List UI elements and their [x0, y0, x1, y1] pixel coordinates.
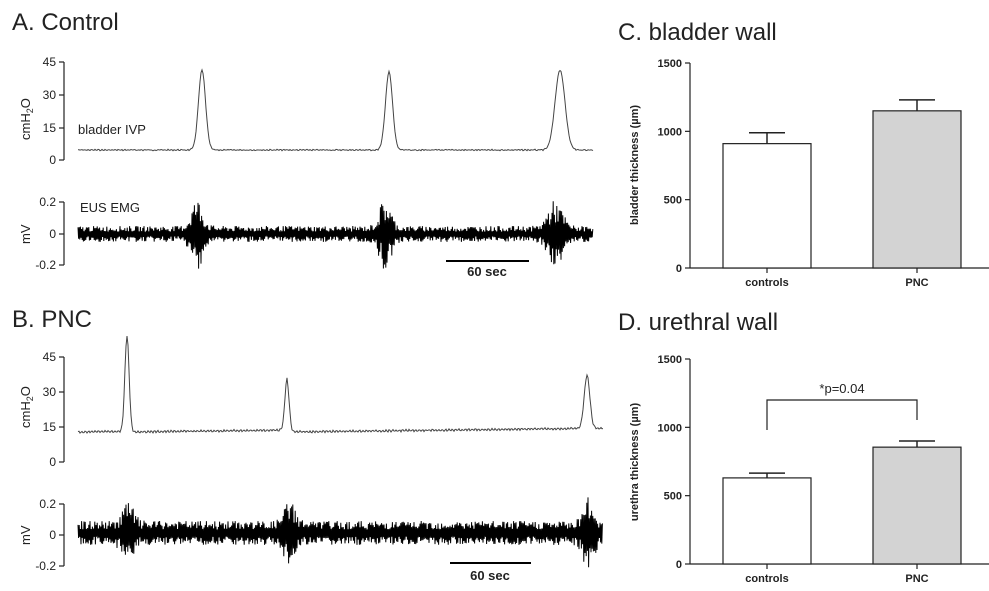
panel-d-ytick-label-0: 0: [676, 559, 682, 571]
panel-c-ytick-label-1000: 1000: [658, 126, 682, 138]
panel-a-ivp-ylabel: cmH2O: [18, 98, 35, 140]
panel-a-emg-trace-label: EUS EMG: [80, 200, 140, 215]
panel-a-emg-trace: [77, 201, 594, 269]
panel-a-emg-ylabel: mV: [18, 224, 33, 244]
panel-c-bar-controls: [722, 143, 812, 269]
panel-a-ivp-trace: [78, 68, 594, 152]
panel-b-emg-axis: 0.2 0 -0.2 mV: [18, 497, 65, 573]
panel-b-emg-tick-0: 0: [49, 528, 56, 542]
panel-a-ivp-tick-15: 15: [43, 121, 57, 135]
panel-b-emg-tick-neg0.2: -0.2: [35, 559, 56, 573]
panel-b-emg-trace: [77, 497, 603, 568]
panel-d-significance-label: *p=0.04: [819, 381, 864, 396]
panel-a-ivp-tick-30: 30: [43, 88, 57, 102]
panel-a: A. Control 45 30 15 0 cmH2O bladder IVP …: [12, 9, 594, 279]
panel-d-bar-PNC: [872, 446, 962, 565]
panel-a-emg-tick-neg0.2: -0.2: [35, 258, 56, 272]
panel-c-bar-PNC: [872, 110, 962, 269]
panel-d-significance-bracket: [766, 399, 918, 430]
panel-a-ivp-trace-label: bladder IVP: [78, 122, 146, 137]
panel-d-bar-controls: [722, 477, 812, 565]
panel-b-emg-ylabel: mV: [18, 525, 33, 545]
panel-a-scale-label: 60 sec: [467, 264, 507, 279]
panel-a-emg-tick-0.2: 0.2: [39, 195, 56, 209]
panel-a-emg-axis: 0.2 0 -0.2 mV: [18, 195, 65, 272]
panel-b-ivp-tick-0: 0: [49, 455, 56, 469]
panel-c-ytick-label-0: 0: [676, 263, 682, 275]
panel-c-chart: C. bladder wall bladder thickness (µm) 0…: [618, 19, 989, 289]
panel-b-ivp-tick-15: 15: [43, 420, 57, 434]
panel-b: B. PNC 45 30 15 0 cmH2O 0.2 0 -0.2 mV 60: [12, 306, 604, 583]
panel-d-ytick-label-1500: 1500: [658, 354, 682, 366]
panel-d-title: D. urethral wall: [618, 309, 778, 336]
panel-d-ytick-label-1000: 1000: [658, 422, 682, 434]
panel-b-ivp-axis: 45 30 15 0 cmH2O: [18, 350, 65, 469]
panel-a-ivp-axis: 45 30 15 0 cmH2O: [18, 55, 65, 167]
panel-c-ylabel: bladder thickness (µm): [629, 105, 641, 225]
panel-d-xtick-label-controls: controls: [745, 573, 788, 585]
panel-b-scale-label: 60 sec: [470, 568, 510, 583]
panel-a-ivp-tick-0: 0: [49, 153, 56, 167]
panel-b-ivp-ylabel: cmH2O: [18, 386, 35, 428]
panel-d-xtick-label-PNC: PNC: [905, 573, 928, 585]
panel-c-ytick-label-500: 500: [664, 195, 682, 207]
panel-b-ivp-tick-45: 45: [43, 350, 57, 364]
panel-c-xtick-label-PNC: PNC: [905, 277, 928, 289]
panel-c-xtick-label-controls: controls: [745, 277, 788, 289]
panel-a-title: A. Control: [12, 9, 119, 36]
panel-b-ivp-trace: [77, 335, 604, 434]
panel-d-ylabel: urethra thickness (µm): [629, 403, 641, 522]
panel-b-emg-tick-0.2: 0.2: [39, 497, 56, 511]
panel-b-ivp-tick-30: 30: [43, 385, 57, 399]
panel-c-ytick-label-1500: 1500: [658, 58, 682, 70]
panel-c-title: C. bladder wall: [618, 19, 777, 46]
panel-d-ytick-label-500: 500: [664, 491, 682, 503]
panel-a-ivp-tick-45: 45: [43, 55, 57, 69]
panel-a-emg-tick-0: 0: [49, 227, 56, 241]
panel-b-title: B. PNC: [12, 306, 92, 333]
panel-d-chart: D. urethral wall urethra thickness (µm) …: [618, 309, 989, 585]
